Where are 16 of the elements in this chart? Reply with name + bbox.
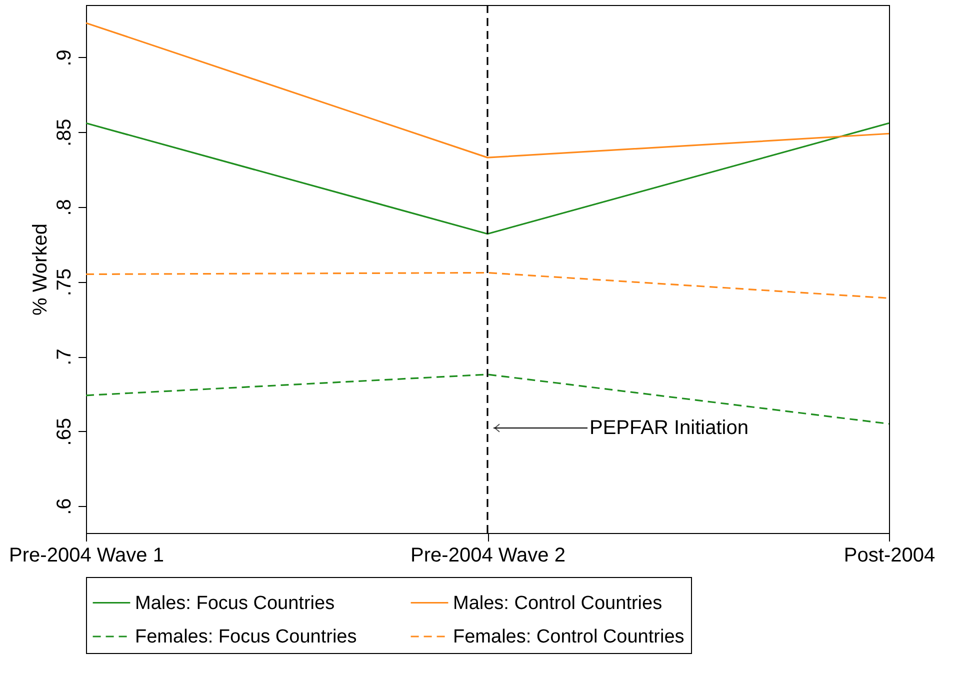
legend-label: Females: Focus Countries [135,626,357,648]
legend-label: Males: Control Countries [453,592,662,614]
x-tick-label: Pre-2004 Wave 2 [410,544,566,566]
x-tick-label: Post-2004 [844,544,936,566]
y-tick-label: .8 [54,199,76,216]
legend-label: Males: Focus Countries [135,592,335,614]
y-tick-label: .65 [54,418,76,446]
y-tick-label: .7 [54,348,76,366]
x-tick-label: Pre-2004 Wave 1 [9,544,164,566]
y-tick-label: .85 [54,118,76,147]
y-tick-label: .9 [54,50,76,66]
annotation: PEPFAR Initiation [590,417,748,439]
y-axis-title: % Worked [30,224,52,316]
legend-label: Females: Control Countries [453,626,684,648]
y-tick-label: .75 [54,268,76,296]
y-tick-label: .6 [54,498,76,515]
